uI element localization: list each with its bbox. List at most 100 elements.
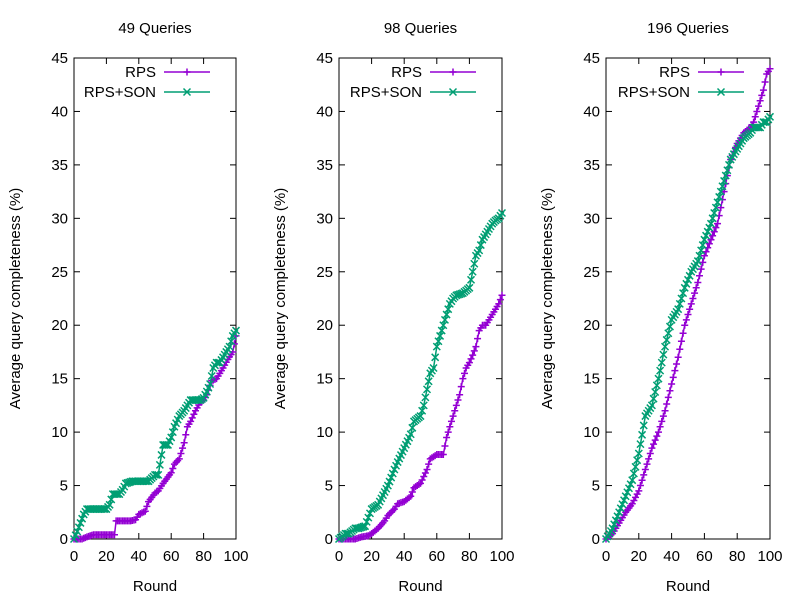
x-tick-label: 60 bbox=[163, 548, 180, 565]
data-point bbox=[190, 410, 198, 418]
data-point bbox=[662, 335, 671, 344]
data-point bbox=[661, 342, 670, 351]
y-tick-label: 35 bbox=[316, 157, 333, 174]
data-point bbox=[707, 236, 715, 244]
data-point bbox=[710, 228, 718, 236]
data-point bbox=[705, 240, 713, 248]
legend-marker bbox=[717, 68, 725, 76]
data-point bbox=[465, 359, 473, 367]
y-tick-label: 10 bbox=[316, 424, 333, 441]
legend-entry: RPS bbox=[391, 64, 476, 81]
data-point bbox=[474, 335, 482, 343]
plot-frame bbox=[338, 57, 503, 540]
legend-marker bbox=[182, 87, 192, 97]
series-rps-son bbox=[334, 208, 507, 544]
legend-label: RPS+SON bbox=[84, 84, 156, 101]
x-tick-label: 80 bbox=[461, 548, 478, 565]
data-point bbox=[495, 300, 503, 308]
x-axis-label: Round bbox=[133, 578, 177, 595]
data-point bbox=[422, 385, 432, 394]
data-point bbox=[686, 305, 694, 313]
data-point bbox=[651, 436, 659, 444]
chart-title: 49 Queries bbox=[118, 20, 191, 37]
data-point bbox=[669, 373, 677, 381]
data-point bbox=[766, 65, 774, 73]
chart-title: 196 Queries bbox=[647, 20, 729, 37]
legend-label: RPS bbox=[125, 64, 156, 81]
data-point bbox=[431, 353, 440, 362]
data-point bbox=[150, 470, 160, 479]
y-tick-label: 15 bbox=[583, 371, 600, 388]
data-point bbox=[418, 476, 426, 484]
data-point bbox=[177, 449, 185, 457]
x-tick-label: 0 bbox=[602, 548, 610, 565]
data-point bbox=[421, 393, 430, 402]
data-point bbox=[643, 460, 651, 468]
data-point bbox=[496, 296, 504, 304]
y-tick-label: 15 bbox=[316, 371, 333, 388]
x-tick-label: 40 bbox=[663, 548, 680, 565]
legend-label: RPS+SON bbox=[618, 84, 690, 101]
y-tick-label: 10 bbox=[51, 424, 68, 441]
data-point bbox=[169, 464, 177, 472]
legend-marker bbox=[448, 87, 458, 97]
data-point bbox=[408, 423, 417, 432]
y-tick-label: 10 bbox=[583, 424, 600, 441]
data-point bbox=[634, 449, 643, 458]
data-point bbox=[465, 283, 474, 292]
data-point bbox=[447, 417, 455, 425]
data-point bbox=[640, 471, 648, 479]
data-point bbox=[646, 449, 654, 457]
data-point bbox=[498, 291, 506, 299]
plot-frame bbox=[73, 57, 237, 540]
y-tick-label: 0 bbox=[325, 531, 333, 548]
y-tick-label: 5 bbox=[592, 478, 600, 495]
data-point bbox=[99, 505, 108, 514]
y-tick-label: 45 bbox=[316, 50, 333, 67]
series-rps bbox=[335, 291, 506, 543]
y-tick-label: 30 bbox=[583, 210, 600, 227]
data-point bbox=[444, 428, 452, 436]
data-point bbox=[653, 432, 661, 440]
data-point bbox=[456, 391, 464, 399]
data-point bbox=[699, 258, 707, 266]
legend-entry: RPS+SON bbox=[350, 84, 476, 101]
x-tick-label: 40 bbox=[396, 548, 413, 565]
data-point bbox=[695, 272, 703, 280]
data-point bbox=[74, 523, 83, 532]
chart-panel-2: 98 Queries 0 5 10 15 20 25 30 35 40 45 0 20 40 60 80 100… bbox=[272, 20, 515, 595]
data-point bbox=[674, 353, 682, 361]
data-point bbox=[470, 259, 479, 268]
data-point bbox=[231, 326, 241, 335]
data-point bbox=[454, 396, 462, 404]
data-point bbox=[362, 517, 371, 526]
legend-marker bbox=[716, 87, 726, 97]
data-point bbox=[423, 466, 431, 474]
data-point bbox=[632, 493, 640, 501]
data-point bbox=[420, 472, 428, 480]
data-point bbox=[654, 428, 662, 436]
y-tick-label: 30 bbox=[316, 210, 333, 227]
x-tick-label: 60 bbox=[428, 548, 445, 565]
data-point bbox=[654, 374, 663, 383]
series-rps-son bbox=[601, 112, 775, 544]
data-point bbox=[709, 232, 717, 240]
data-point bbox=[421, 469, 429, 477]
y-tick-label: 0 bbox=[592, 531, 600, 548]
data-point bbox=[78, 514, 87, 523]
data-point bbox=[206, 379, 215, 389]
series-line bbox=[339, 295, 503, 540]
data-point bbox=[656, 423, 664, 431]
data-point bbox=[663, 400, 671, 408]
data-point bbox=[457, 383, 465, 391]
data-point bbox=[419, 401, 428, 410]
legend-entry: RPS bbox=[125, 64, 210, 81]
data-point bbox=[76, 518, 85, 527]
data-point bbox=[466, 275, 476, 284]
y-axis-label: Average query completeness (%) bbox=[539, 188, 556, 410]
data-point bbox=[689, 295, 697, 302]
data-point bbox=[441, 442, 449, 450]
plot-frame bbox=[605, 57, 771, 540]
data-point bbox=[684, 311, 692, 319]
data-point bbox=[472, 343, 480, 351]
